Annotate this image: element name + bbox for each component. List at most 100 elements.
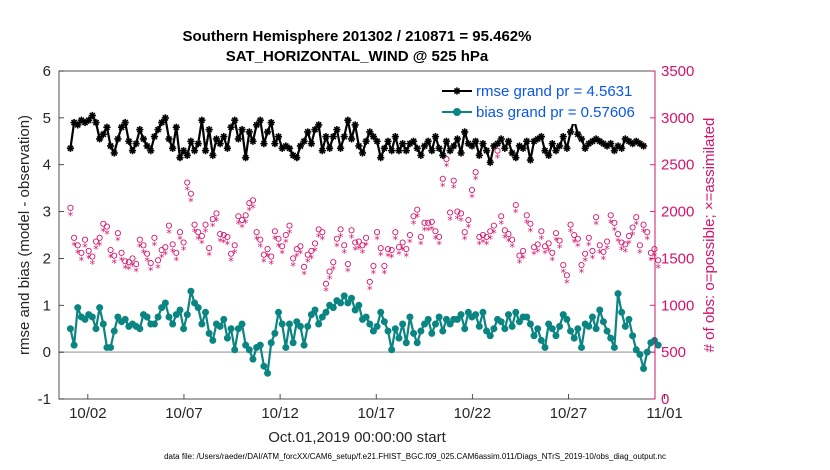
obs-possible-point bbox=[516, 252, 523, 259]
bias-point bbox=[574, 325, 582, 333]
rmse-point bbox=[399, 140, 407, 148]
rmse-point bbox=[114, 135, 122, 143]
obs-assimilated-point: * bbox=[309, 252, 315, 265]
obs-possible-point bbox=[520, 247, 527, 254]
bias-point bbox=[282, 343, 290, 351]
rmse-point bbox=[618, 144, 626, 152]
rmse-point bbox=[205, 125, 213, 134]
bias-point bbox=[249, 355, 257, 363]
obs-assimilated-point: * bbox=[407, 237, 413, 250]
obs-possible-point bbox=[571, 231, 578, 239]
rmse-point bbox=[110, 149, 118, 157]
obs-possible-point bbox=[253, 229, 260, 236]
rmse-point bbox=[435, 144, 443, 152]
bias-point bbox=[318, 313, 326, 321]
bias-point bbox=[614, 290, 622, 298]
obs-possible-point bbox=[257, 236, 264, 243]
rmse-point bbox=[479, 140, 487, 148]
bias-point bbox=[453, 315, 461, 323]
obs-assimilated-point: * bbox=[111, 257, 117, 270]
rmse-point bbox=[154, 125, 162, 134]
obs-possible-point bbox=[366, 278, 373, 285]
bias-point bbox=[526, 320, 534, 328]
obs-assimilated-point: * bbox=[210, 221, 216, 234]
rmse-point bbox=[190, 147, 199, 155]
bias-point bbox=[351, 306, 359, 314]
bias-point bbox=[256, 341, 264, 349]
obs-possible-point bbox=[567, 221, 574, 228]
bias-point bbox=[278, 320, 286, 328]
rmse-point bbox=[274, 133, 283, 141]
bias-point bbox=[552, 332, 560, 340]
obs-assimilated-point: * bbox=[513, 207, 519, 220]
rmse-point bbox=[417, 151, 425, 159]
obs-possible-point bbox=[585, 234, 592, 241]
obs-possible-point bbox=[614, 231, 622, 238]
rmse-point bbox=[132, 140, 140, 148]
y-right-tick-label: 500 bbox=[661, 344, 686, 361]
obs-assimilated-point: * bbox=[404, 251, 410, 264]
y-axis-right-label: # of obs: o=possible; ×=assimilated bbox=[701, 118, 718, 353]
obs-possible-point bbox=[311, 240, 319, 247]
bias-point bbox=[362, 313, 370, 321]
y-tick-label: 5 bbox=[43, 110, 51, 127]
x-tick-label: 10/07 bbox=[165, 405, 203, 422]
y-right-tick-label: 0 bbox=[661, 391, 669, 408]
bias-point bbox=[267, 339, 275, 347]
obs-possible-point bbox=[468, 186, 476, 194]
obs-possible-point bbox=[286, 222, 293, 229]
plot-layer: ****************************************… bbox=[59, 111, 662, 377]
bias-point bbox=[629, 332, 637, 340]
rmse-point bbox=[450, 142, 458, 150]
y-right-tick-label: 1500 bbox=[661, 250, 694, 267]
bias-point bbox=[231, 346, 239, 354]
obs-assimilated-point: * bbox=[564, 277, 570, 290]
obs-assimilated-point: * bbox=[378, 250, 384, 263]
obs-assimilated-point: * bbox=[648, 254, 654, 267]
obs-assimilated-point: * bbox=[90, 258, 96, 271]
obs-possible-point bbox=[162, 244, 169, 251]
obs-assimilated-point: * bbox=[261, 256, 267, 269]
obs-assimilated-point: * bbox=[75, 247, 81, 260]
obs-possible-point bbox=[297, 243, 304, 250]
obs-possible-point bbox=[377, 245, 384, 252]
bias-point bbox=[570, 334, 578, 342]
bias-point bbox=[315, 320, 323, 328]
obs-possible-point bbox=[560, 261, 567, 269]
bias-point bbox=[110, 327, 118, 335]
bias-point bbox=[205, 329, 213, 337]
y-tick-label: 3 bbox=[43, 204, 51, 221]
obs-possible-point bbox=[81, 236, 89, 243]
obs-assimilated-point: * bbox=[115, 235, 121, 248]
obs-assimilated-point: * bbox=[498, 218, 504, 231]
legend-rmse-label: rmse grand pr = 4.5631 bbox=[476, 83, 632, 100]
obs-possible-point bbox=[231, 242, 238, 249]
bias-point bbox=[176, 306, 184, 314]
bias-point bbox=[640, 365, 648, 373]
bias-point bbox=[585, 322, 593, 330]
rmse-point bbox=[304, 128, 312, 136]
rmse-point bbox=[165, 135, 173, 143]
rmse-point bbox=[125, 137, 133, 145]
obs-assimilated-point: * bbox=[604, 243, 610, 256]
rmse-point bbox=[548, 140, 556, 148]
obs-assimilated-point: * bbox=[192, 226, 198, 239]
obs-assimilated-point: * bbox=[86, 252, 92, 265]
obs-assimilated-point: * bbox=[232, 247, 238, 260]
x-tick-label: 11/01 bbox=[646, 405, 682, 422]
obs-assimilated-point: * bbox=[451, 182, 457, 195]
rmse-point bbox=[176, 154, 184, 162]
rmse-point bbox=[88, 111, 96, 120]
obs-assimilated-point: * bbox=[338, 231, 344, 244]
rmse-point bbox=[136, 125, 144, 134]
rmse-point bbox=[161, 114, 169, 122]
obs-possible-point bbox=[198, 232, 205, 239]
obs-assimilated-point: * bbox=[546, 245, 552, 258]
obs-assimilated-point: * bbox=[619, 244, 625, 257]
obs-possible-point bbox=[425, 219, 432, 226]
obs-assimilated-point: * bbox=[502, 232, 508, 245]
obs-possible-point bbox=[472, 169, 479, 176]
axes-layer: -1 0 1 2 3 4 5 6 0 500 1000 1500 2000 2500 3000 3500 10/… bbox=[38, 63, 695, 422]
obs-assimilated-point: * bbox=[236, 218, 242, 231]
